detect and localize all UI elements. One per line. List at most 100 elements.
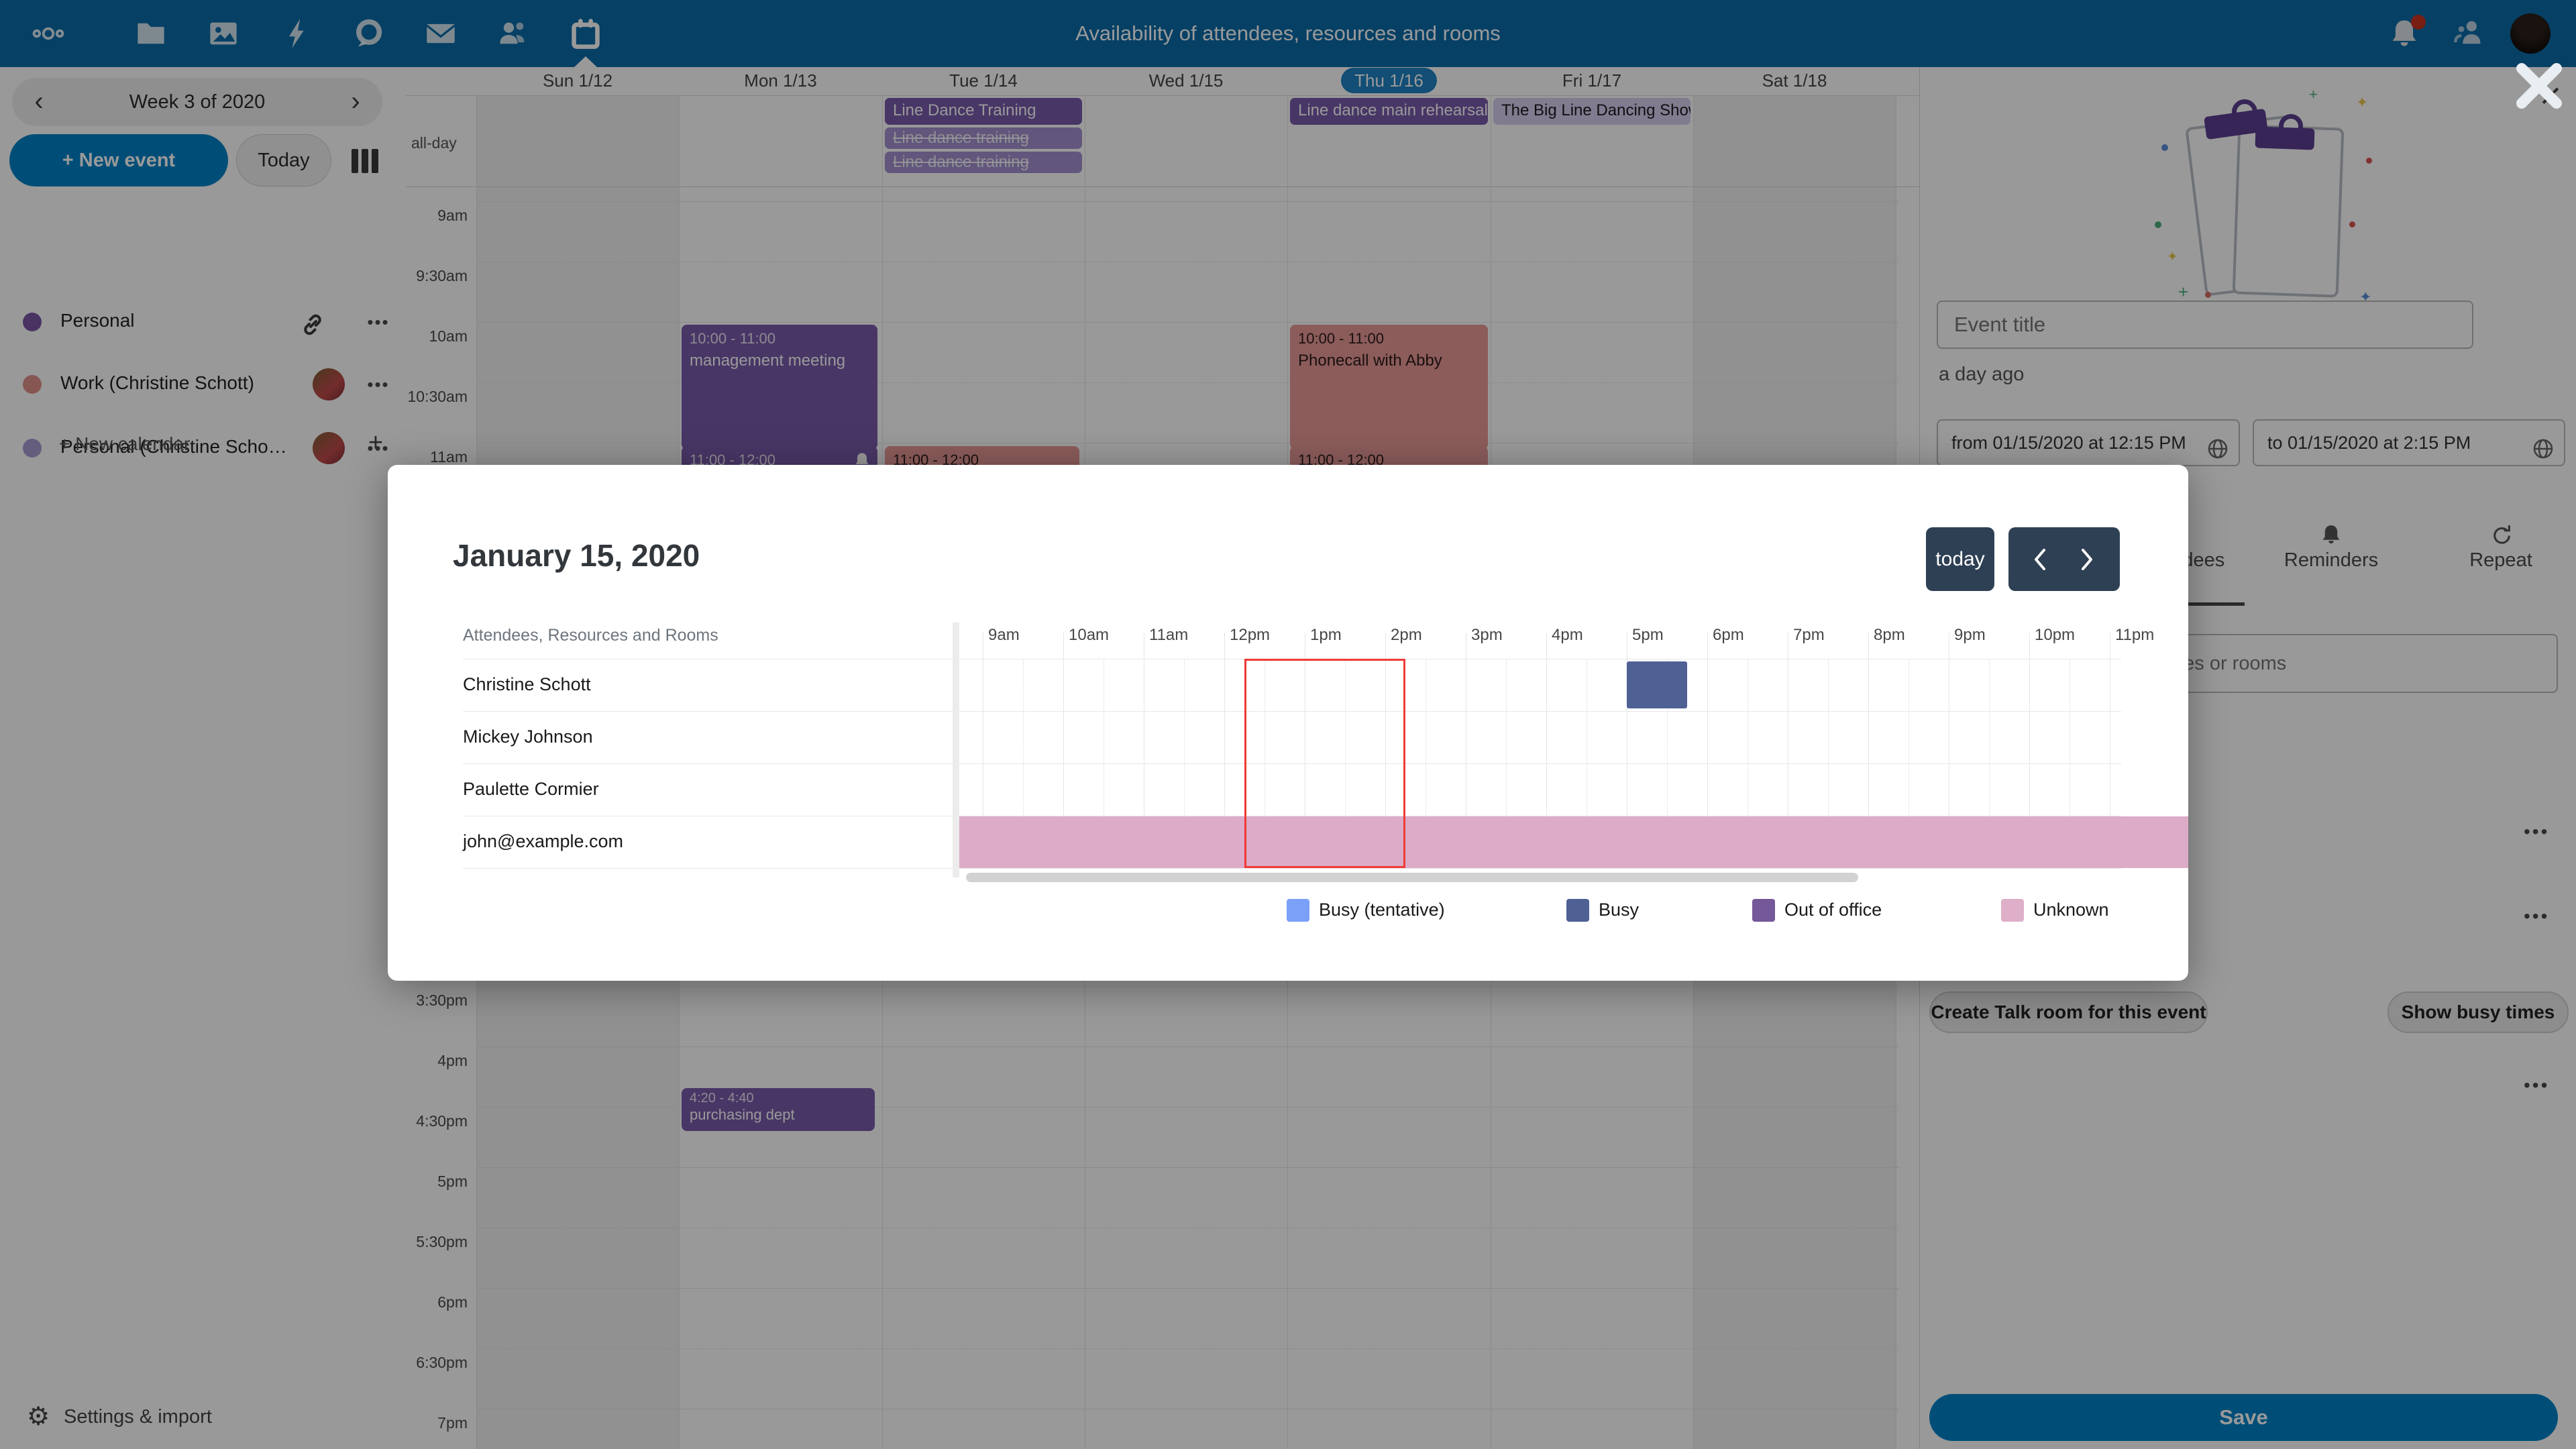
event-title-input[interactable]	[1937, 301, 2473, 349]
calendar-menu-button[interactable]: •••	[367, 374, 390, 394]
new-calendar-button[interactable]: + New calendar	[59, 433, 191, 454]
row-border	[463, 763, 2121, 764]
event-end-field[interactable]: to 01/15/2020 at 2:15 PM	[2253, 419, 2565, 466]
row-border	[463, 868, 2121, 869]
row-border	[463, 711, 2121, 712]
timezone-globe-icon[interactable]	[2206, 432, 2229, 476]
divider	[406, 95, 1919, 96]
next-week-button[interactable]: ›	[351, 87, 360, 116]
attendee-row[interactable]: Mickey Johnson	[463, 727, 593, 747]
notifications-bell-icon[interactable]	[2388, 17, 2420, 50]
allday-event-declined[interactable]: Line dance training	[885, 152, 1082, 173]
mail-app-icon[interactable]	[425, 17, 457, 50]
day-header-sat[interactable]: Sat 1/18	[1762, 70, 1827, 91]
grid-line	[2029, 633, 2030, 868]
hour-label: 10am	[1069, 626, 1110, 644]
grid-line	[1063, 633, 1064, 868]
shared-by-avatar	[313, 368, 345, 400]
allday-event-declined[interactable]: Line dance training	[885, 127, 1082, 149]
horizontal-scrollbar[interactable]	[966, 873, 1858, 882]
allday-event[interactable]: The Big Line Dancing Show	[1493, 98, 1690, 125]
tab-label: Repeat	[2469, 549, 2532, 571]
grid-line	[1224, 633, 1225, 868]
activity-app-icon[interactable]	[282, 17, 314, 50]
event-phonecall-with-abby[interactable]: 10:00 - 11:00 Phonecall with Abby	[1290, 325, 1488, 449]
hour-label: 9pm	[1954, 626, 1986, 644]
allday-event[interactable]: Line Dance Training	[885, 98, 1082, 125]
view-toggle-icon[interactable]	[352, 149, 378, 173]
time-label: 3:30pm	[416, 991, 468, 1009]
hour-label: 5pm	[1632, 626, 1664, 644]
calendar-menu-button[interactable]: •••	[367, 312, 390, 332]
attendee-menu-button[interactable]: •••	[2524, 906, 2550, 926]
nextcloud-logo-icon[interactable]	[32, 17, 64, 50]
tab-repeat[interactable]: Repeat	[2437, 523, 2565, 572]
week-label[interactable]: Week 3 of 2020	[129, 91, 266, 113]
contacts-app-icon[interactable]	[497, 17, 529, 50]
event-start-field[interactable]: from 01/15/2020 at 12:15 PM	[1937, 419, 2240, 466]
time-label: 10am	[429, 327, 468, 345]
window-title: Availability of attendees, resources and…	[1075, 21, 1501, 45]
event-purchasing-dept[interactable]: 4:20 - 4:40 purchasing dept	[682, 1088, 875, 1131]
grid-line	[476, 986, 1899, 987]
grid-line	[476, 1348, 1899, 1349]
today-button[interactable]: Today	[236, 134, 331, 186]
new-calendar-plus-icon[interactable]: +	[368, 429, 384, 457]
time-label: 9:30am	[416, 267, 468, 284]
calendar-color-dot	[23, 439, 42, 458]
share-link-icon[interactable]	[301, 313, 325, 337]
next-day-icon[interactable]	[2077, 547, 2097, 572]
hour-label: 11pm	[2115, 626, 2155, 644]
previous-day-icon[interactable]	[2030, 547, 2050, 572]
create-talk-room-button[interactable]: Create Talk room for this event	[1929, 991, 2208, 1033]
calendar-item-personal-christine[interactable]: Personal (Christine Scho…) •••	[0, 424, 406, 472]
new-event-button[interactable]: + New event	[9, 134, 228, 186]
shared-by-avatar	[313, 432, 345, 464]
previous-week-button[interactable]: ‹	[34, 87, 44, 116]
legend-swatch-busy	[1566, 899, 1589, 922]
modal-today-button[interactable]: today	[1926, 527, 1994, 591]
day-header-tue[interactable]: Tue 1/14	[949, 70, 1018, 91]
timezone-globe-icon[interactable]	[2532, 432, 2555, 476]
legend-label: Busy	[1599, 900, 1640, 920]
grid-line	[1707, 633, 1708, 868]
day-header-sun[interactable]: Sun 1/12	[542, 70, 613, 91]
event-start-value: from 01/15/2020 at 12:15 PM	[1951, 433, 2186, 453]
attendee-row[interactable]: Paulette Cormier	[463, 779, 599, 799]
show-busy-times-button[interactable]: Show busy times	[2387, 991, 2569, 1033]
hour-label: 12pm	[1230, 626, 1271, 644]
contacts-menu-icon[interactable]	[2453, 17, 2485, 50]
user-avatar[interactable]	[2510, 13, 2551, 54]
talk-app-icon[interactable]	[352, 17, 384, 50]
hour-label: 4pm	[1552, 626, 1583, 644]
calendar-menu-button[interactable]: •••	[367, 438, 390, 458]
attendee-menu-button[interactable]: •••	[2524, 1075, 2550, 1095]
calendar-item-personal[interactable]: Personal •••	[0, 298, 406, 346]
settings-and-import[interactable]: ⚙ Settings & import	[27, 1402, 362, 1436]
event-time: 10:00 - 11:00	[690, 330, 776, 347]
grid-line	[476, 1167, 1899, 1168]
settings-label: Settings & import	[64, 1406, 212, 1428]
time-label: 6:30pm	[416, 1354, 468, 1371]
allday-event[interactable]: Line dance main rehearsal	[1290, 98, 1488, 125]
photos-app-icon[interactable]	[207, 17, 239, 50]
day-header-fri[interactable]: Fri 1/17	[1562, 70, 1622, 91]
day-header-mon[interactable]: Mon 1/13	[744, 70, 817, 91]
day-header-wed[interactable]: Wed 1/15	[1148, 70, 1224, 91]
calendar-item-work-christine[interactable]: Work (Christine Schott) •••	[0, 360, 406, 409]
grid-line	[476, 1288, 1899, 1289]
attendee-menu-button[interactable]: •••	[2524, 821, 2550, 842]
event-title: management meeting	[690, 352, 846, 370]
save-button[interactable]: Save	[1929, 1394, 2558, 1441]
attendee-row[interactable]: Christine Schott	[463, 674, 591, 694]
calendar-app-icon[interactable]	[570, 17, 602, 50]
attendee-row[interactable]: john@example.com	[463, 831, 624, 851]
hour-label: 9am	[988, 626, 1020, 644]
selected-timespan-outline[interactable]	[1244, 659, 1405, 868]
day-header-thu[interactable]: Thu 1/16	[1287, 67, 1491, 95]
repeat-icon	[2493, 525, 2510, 544]
files-app-icon[interactable]	[135, 17, 167, 50]
event-management-meeting[interactable]: 10:00 - 11:00 management meeting	[682, 325, 877, 449]
tab-reminders[interactable]: Reminders	[2267, 523, 2395, 572]
hour-label: 2pm	[1391, 626, 1422, 644]
